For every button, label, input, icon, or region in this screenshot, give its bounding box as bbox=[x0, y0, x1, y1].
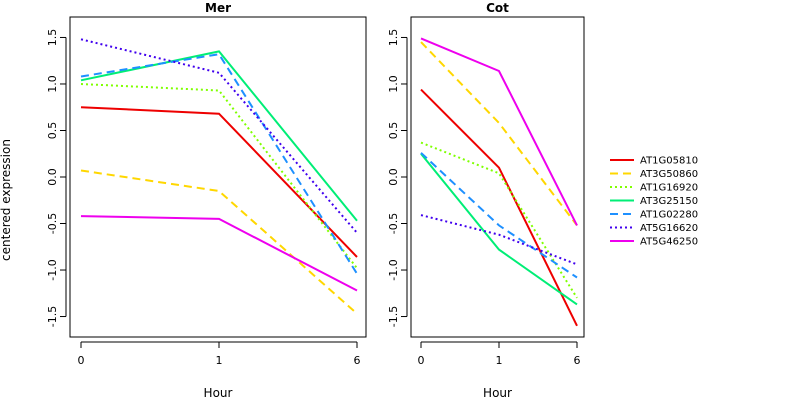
series-line-at3g50860-cot bbox=[420, 41, 578, 227]
x-axis-label-cot: Hour bbox=[483, 386, 512, 400]
series-line-at3g25150-cot bbox=[420, 153, 578, 306]
y-tick-label-cot: 1.0 bbox=[387, 75, 400, 93]
y-tick-label-cot: -1.0 bbox=[387, 259, 400, 280]
y-tick-label-mer: 0.5 bbox=[46, 122, 59, 140]
series-line-at5g46250-mer bbox=[80, 215, 358, 292]
y-tick-label-cot: 1.5 bbox=[387, 29, 400, 47]
panel-cot: Cot -1.5 -1.0 -0.5 0.0 0.5 1.0 1.5 0 1 6 Hour bbox=[387, 1, 585, 400]
panel-title-mer: Mer bbox=[205, 1, 231, 15]
y-tick-label-cot: -1.5 bbox=[387, 306, 400, 327]
y-tick-label-cot: 0.5 bbox=[387, 122, 400, 140]
y-tick-label-cot: 0.0 bbox=[387, 168, 400, 186]
series-line-at3g50860-mer bbox=[80, 169, 358, 315]
y-tick-label-mer: 1.0 bbox=[46, 75, 59, 93]
x-tick-label-cot: 6 bbox=[574, 354, 581, 367]
series-line-at1g05810-mer bbox=[80, 106, 358, 258]
y-tick-label-mer: -1.0 bbox=[46, 259, 59, 280]
x-axis-label-mer: Hour bbox=[204, 386, 233, 400]
legend-label-at1g02280: AT1G02280 bbox=[640, 210, 698, 221]
x-tick-label-cot: 0 bbox=[418, 354, 425, 367]
panel-mer: Mer -1.5 -1.0 -0.5 0.0 0.5 1.0 1.5 0 1 6 Hour bbox=[46, 1, 367, 400]
series-line-at5g46250-cot bbox=[420, 37, 578, 226]
series-line-at3g25150-mer bbox=[80, 50, 358, 222]
legend-label-at5g16620: AT5G16620 bbox=[640, 223, 698, 234]
legend: AT1G05810 AT3G50860 AT1G16920 AT3G25150 AT1G… bbox=[610, 156, 698, 248]
legend-label-at1g16920: AT1G16920 bbox=[640, 183, 698, 194]
y-tick-label-mer: 1.5 bbox=[46, 29, 59, 47]
series-line-at5g16620-mer bbox=[80, 38, 358, 234]
panel-title-cot: Cot bbox=[486, 1, 509, 15]
legend-label-at3g25150: AT3G25150 bbox=[640, 196, 698, 207]
series-line-at1g02280-cot bbox=[420, 152, 578, 279]
series-line-at1g16920-cot bbox=[420, 141, 578, 299]
y-tick-label-mer: -0.5 bbox=[46, 213, 59, 234]
legend-label-at1g05810: AT1G05810 bbox=[640, 156, 698, 167]
series-line-at5g16620-cot bbox=[420, 214, 578, 266]
y-axis-label: centered expression bbox=[0, 139, 13, 261]
y-tick-label-mer: -1.5 bbox=[46, 306, 59, 327]
x-tick-label-mer: 1 bbox=[216, 354, 223, 367]
x-tick-label-cot: 1 bbox=[496, 354, 503, 367]
y-tick-label-mer: 0.0 bbox=[46, 168, 59, 186]
series-line-at1g16920-mer bbox=[80, 83, 358, 269]
x-tick-label-mer: 6 bbox=[354, 354, 361, 367]
series-line-at1g05810-cot bbox=[420, 88, 578, 327]
y-tick-label-cot: -0.5 bbox=[387, 213, 400, 234]
legend-label-at3g50860: AT3G50860 bbox=[640, 169, 698, 180]
legend-label-at5g46250: AT5G46250 bbox=[640, 237, 698, 248]
plot-frame-mer bbox=[69, 16, 367, 338]
plot-frame-cot bbox=[410, 16, 585, 338]
series-line-at1g02280-mer bbox=[80, 53, 358, 275]
x-tick-label-mer: 0 bbox=[78, 354, 85, 367]
